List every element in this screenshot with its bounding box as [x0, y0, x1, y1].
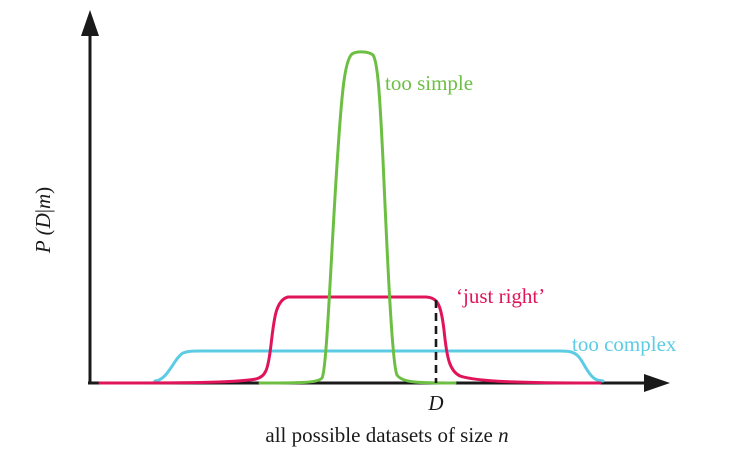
- x-axis-title: all possible datasets of size n: [265, 423, 508, 447]
- x-axis-title-text: all possible datasets of size: [265, 423, 498, 447]
- just-right-label: ‘just right’: [456, 284, 545, 308]
- y-axis-title-var-d: D: [31, 213, 55, 229]
- y-axis-title-var-m: m: [31, 194, 55, 209]
- y-axis-title-bar: |: [31, 209, 55, 213]
- x-axis-title-variable: n: [498, 423, 509, 447]
- y-axis-title-prefix: P (: [31, 226, 55, 254]
- y-axis-arrowhead: [81, 10, 99, 36]
- x-axis-arrowhead: [644, 374, 670, 392]
- just-right-curve: [98, 295, 602, 385]
- y-axis-title: P (D|m): [31, 187, 55, 254]
- d-marker-label: D: [427, 391, 443, 415]
- y-axis-title-suffix: ): [31, 187, 55, 194]
- too-complex-curve: [153, 349, 605, 383]
- too-simple-label: too simple: [385, 71, 473, 95]
- too-complex-label: too complex: [572, 332, 677, 356]
- too-simple-curve: [258, 50, 457, 385]
